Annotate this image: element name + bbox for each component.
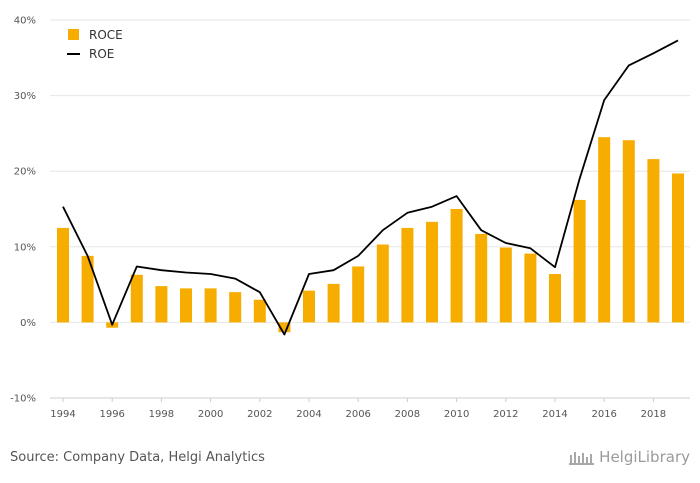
y-tick-label: 10% bbox=[14, 242, 36, 253]
x-tick-label: 2002 bbox=[247, 409, 272, 420]
logo-text: HelgiLibrary bbox=[599, 448, 690, 466]
source-note: Source: Company Data, Helgi Analytics bbox=[10, 450, 265, 465]
roce-bar bbox=[450, 209, 463, 323]
roce-bar bbox=[573, 199, 586, 323]
legend: ROCE ROE bbox=[67, 28, 123, 61]
x-tick-label: 1996 bbox=[99, 409, 124, 420]
roce-bar bbox=[401, 227, 414, 323]
roce-bar bbox=[524, 253, 537, 323]
roce-bar bbox=[81, 255, 94, 323]
helgi-logo-icon bbox=[569, 452, 595, 465]
legend-label-roce: ROCE bbox=[89, 28, 123, 42]
roce-bar bbox=[229, 292, 242, 323]
roce-bar bbox=[622, 140, 635, 323]
helgi-library-logo: HelgiLibrary bbox=[569, 448, 690, 466]
roce-bar bbox=[57, 227, 69, 323]
roce-bar bbox=[204, 288, 217, 323]
roce-bar bbox=[253, 299, 266, 323]
y-tick-label: 20% bbox=[14, 167, 36, 178]
roce-bar bbox=[598, 137, 611, 323]
roce-bar bbox=[499, 247, 512, 323]
roce-bar bbox=[672, 173, 684, 323]
y-tick-label: 30% bbox=[14, 91, 36, 102]
roce-bar bbox=[352, 266, 365, 323]
roce-roe-chart: 40% 30% 20% 10% 0% -10% 1994 1996 1998 2000 2002 20… bbox=[10, 16, 690, 420]
x-tick-label: 2000 bbox=[198, 409, 223, 420]
roce-bar bbox=[426, 221, 438, 323]
roce-bar bbox=[278, 322, 291, 333]
x-tick-label: 1994 bbox=[50, 409, 75, 420]
roce-bar bbox=[647, 159, 660, 323]
roce-bar bbox=[327, 283, 340, 323]
roe-line bbox=[62, 39, 679, 336]
legend-swatch-roce bbox=[68, 29, 79, 40]
y-tick-label: -10% bbox=[10, 394, 36, 405]
x-tick-label: 1998 bbox=[149, 409, 174, 420]
roce-bar bbox=[475, 233, 488, 323]
y-tick-label: 0% bbox=[20, 318, 36, 329]
roce-bar bbox=[549, 274, 561, 323]
x-tick-label: 2012 bbox=[493, 409, 518, 420]
x-tick-label: 2018 bbox=[641, 409, 666, 420]
roce-bar bbox=[130, 274, 143, 323]
x-tick-label: 2008 bbox=[395, 409, 420, 420]
y-tick-label: 40% bbox=[14, 16, 36, 27]
roce-bar bbox=[303, 290, 315, 323]
x-tick-label: 2010 bbox=[444, 409, 469, 420]
legend-label-roe: ROE bbox=[89, 47, 114, 61]
roce-bar bbox=[155, 286, 168, 323]
x-tick-label: 2014 bbox=[542, 409, 567, 420]
roce-bar bbox=[180, 288, 192, 323]
roce-bar bbox=[376, 244, 389, 323]
x-tick-label: 2016 bbox=[591, 409, 616, 420]
x-tick-label: 2006 bbox=[345, 409, 370, 420]
x-tick-label: 2004 bbox=[296, 409, 321, 420]
